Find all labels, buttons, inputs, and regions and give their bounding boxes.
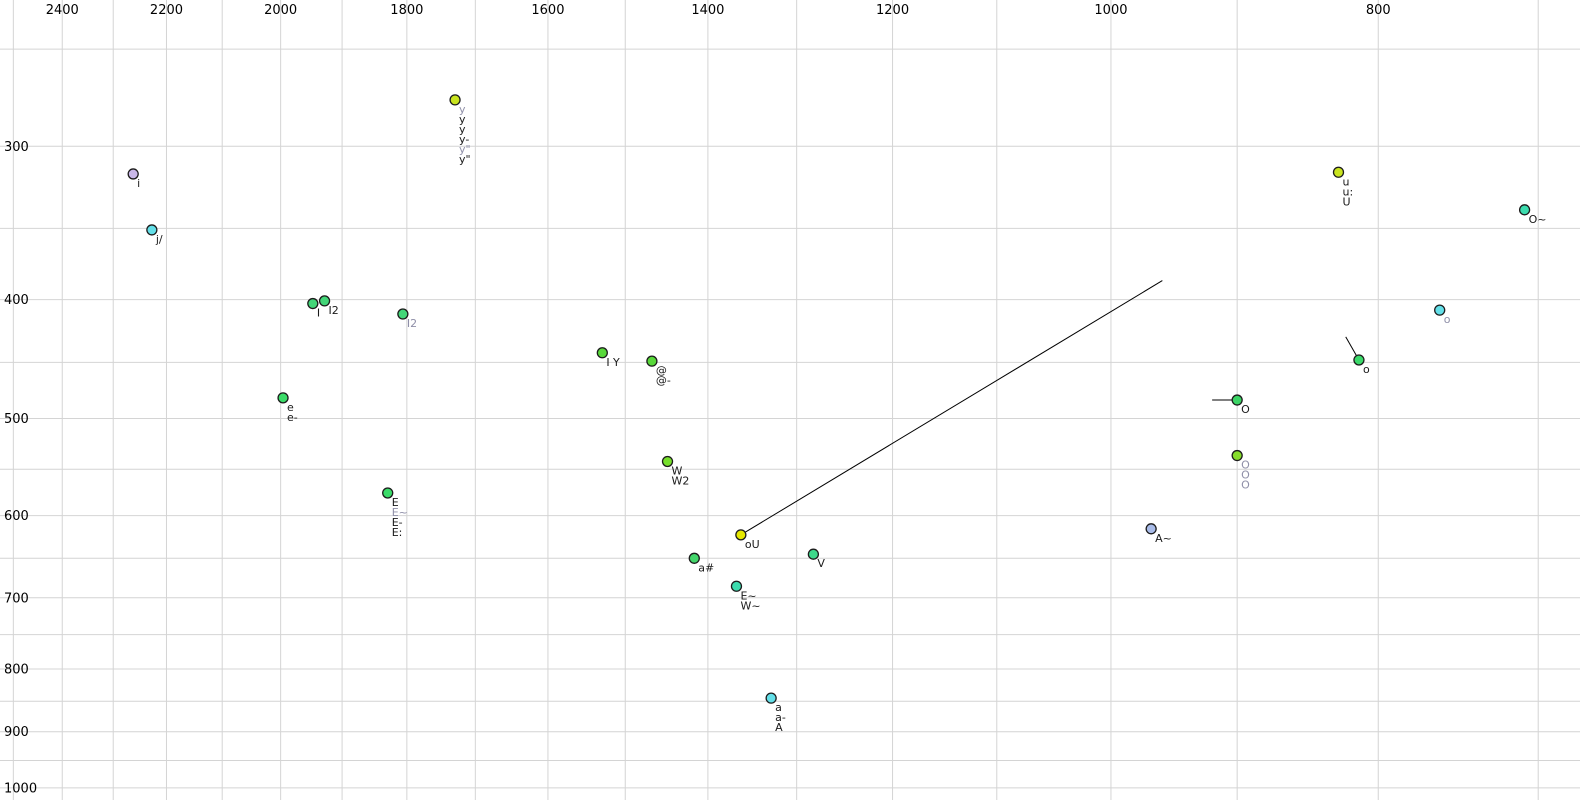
vowel-point-label: o	[1444, 313, 1451, 326]
vowel-data-point[interactable]	[688, 552, 700, 564]
vowel-point-label: I Y	[606, 356, 620, 369]
x-axis-tick-label: 1000	[1094, 3, 1127, 18]
x-axis-tick-label: 1600	[531, 3, 564, 18]
vowel-data-point[interactable]	[646, 355, 658, 367]
vowel-point-label: i	[137, 177, 140, 190]
vowel-point-label: a#	[698, 561, 714, 574]
vowel-data-point[interactable]	[765, 692, 777, 704]
x-axis-tick-label: 2000	[264, 3, 297, 18]
vowel-data-point[interactable]	[1145, 523, 1157, 535]
vowel-data-point[interactable]	[735, 529, 747, 541]
vowel-data-point[interactable]	[1518, 204, 1531, 216]
x-axis-tick-label: 1400	[691, 3, 724, 18]
vowel-data-point[interactable]	[807, 548, 820, 560]
vowel-point-label: oU	[745, 538, 760, 551]
vowel-data-point[interactable]	[449, 94, 461, 106]
vowel-point-label: @ @-	[656, 364, 671, 387]
vowel-point-label: y y y y-y" y"	[459, 103, 471, 166]
y-axis-tick-label: 400	[4, 293, 29, 308]
vowel-data-point[interactable]	[1231, 394, 1243, 406]
vowel-point-label: a a-A	[775, 701, 786, 734]
y-axis-tick-label: 900	[4, 725, 29, 740]
vowel-point-label: V	[817, 557, 825, 570]
vowel-data-point[interactable]	[307, 297, 319, 310]
vowel-point-label: E E~ E-E:	[392, 496, 408, 539]
y-axis-tick-label: 1000	[4, 781, 37, 796]
vowel-point-label: u u: U	[1342, 175, 1353, 208]
vowel-data-point[interactable]	[1332, 166, 1345, 178]
y-axis-tick-label: 300	[4, 140, 29, 155]
vowel-point-label: e e-	[287, 401, 298, 424]
y-axis-tick-label: 800	[4, 662, 29, 677]
vowel-point-label: O	[1241, 403, 1250, 416]
vowel-data-point[interactable]	[730, 580, 743, 592]
vowel-point-label: O~	[1529, 213, 1547, 226]
vowel-data-point[interactable]	[277, 392, 289, 404]
vowel-point-label: j/	[155, 233, 163, 246]
vowel-point-label: I	[317, 307, 320, 320]
vowel-data-point[interactable]	[127, 168, 139, 180]
y-axis-tick-label: 500	[4, 412, 29, 427]
trajectory-line	[740, 280, 1163, 536]
vowel-data-point[interactable]	[318, 295, 331, 307]
vowel-data-point[interactable]	[1353, 354, 1365, 366]
vowel-point-label: o	[1363, 363, 1370, 376]
vowel-data-point[interactable]	[146, 224, 158, 236]
x-axis-tick-label: 1200	[876, 3, 909, 18]
vowel-point-label: I2	[329, 304, 339, 317]
x-axis-tick-label: 800	[1366, 3, 1391, 18]
vowel-data-point[interactable]	[661, 455, 674, 468]
vowel-point-label: W W2	[672, 464, 690, 487]
x-axis-tick-label: 2400	[46, 3, 79, 18]
vowel-point-label: I2	[407, 317, 417, 330]
y-axis-tick-label: 600	[4, 509, 29, 524]
y-axis-tick-label: 700	[4, 591, 29, 606]
vowel-data-point[interactable]	[397, 308, 409, 320]
vowel-data-point[interactable]	[596, 347, 608, 359]
vowel-data-point[interactable]	[382, 487, 394, 499]
vowel-data-point[interactable]	[1231, 449, 1243, 462]
vowel-data-point[interactable]	[1434, 304, 1446, 316]
x-axis-tick-label: 1800	[390, 3, 423, 18]
vowel-point-label: A~	[1155, 532, 1172, 545]
x-axis-tick-label: 2200	[150, 3, 183, 18]
vowel-point-label: E~ W~	[740, 589, 760, 612]
